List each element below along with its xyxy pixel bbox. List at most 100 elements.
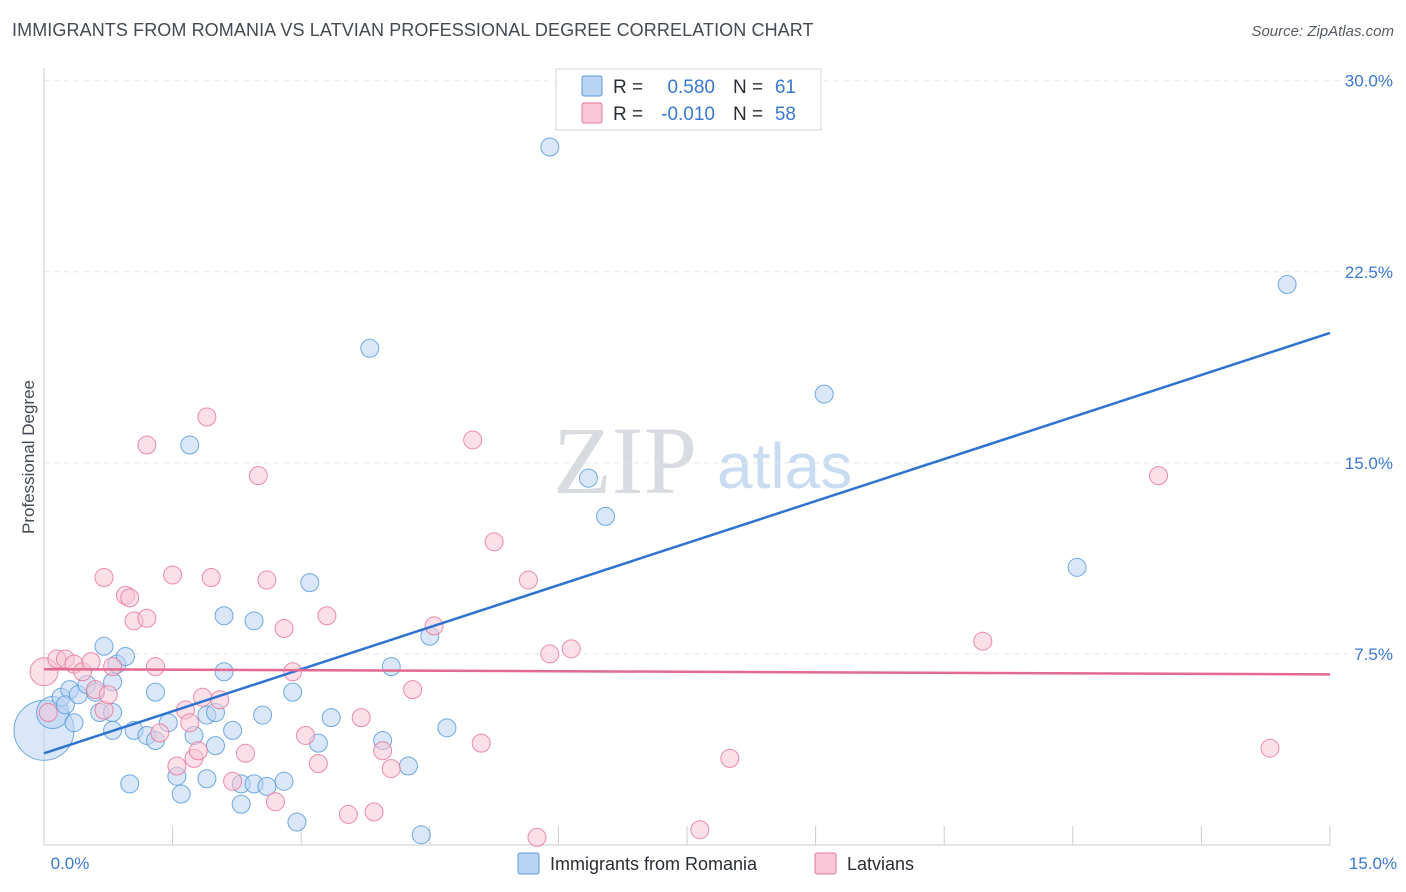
latvians-point <box>690 820 710 840</box>
latvians-point <box>180 713 200 733</box>
latvians-point <box>223 771 243 791</box>
romania-point <box>120 774 140 794</box>
legend-r-label-romania: R = <box>613 77 643 98</box>
latvians-point <box>201 568 221 588</box>
romania-point <box>223 720 243 740</box>
romania-point <box>214 662 234 682</box>
latvians-point <box>120 588 140 608</box>
series-legend: Immigrants from Romania Latvians <box>517 852 914 875</box>
romania-point <box>287 812 307 832</box>
latvians-point <box>274 618 294 638</box>
romania-point <box>1277 275 1297 295</box>
gridlines <box>44 80 1392 655</box>
latvians-point <box>98 685 118 705</box>
latvians-point <box>1149 466 1169 486</box>
latvians-point <box>167 756 187 776</box>
latvians-point <box>38 703 58 723</box>
latvians-point <box>471 733 491 753</box>
legend-r-value-latvians: -0.010 <box>661 104 715 125</box>
romania-point <box>596 506 616 526</box>
latvians-point <box>257 570 277 590</box>
latvians-point <box>137 435 157 455</box>
latvians-point <box>381 759 401 779</box>
latvians-point <box>373 741 393 761</box>
stats-legend: R = 0.580 N = 61 R = -0.010 N = 58 <box>555 68 822 131</box>
romania-point <box>398 756 418 776</box>
latvians-point <box>188 741 208 761</box>
y-tick-labels: 7.5% 15.0% 22.5% 30.0% <box>1345 72 1393 664</box>
latvians-point <box>518 570 538 590</box>
y-axis-title: Professional Degree <box>19 380 38 534</box>
latvians-point <box>103 657 123 677</box>
romania-point <box>171 784 191 804</box>
x-tick-label-min: 0.0% <box>51 854 90 873</box>
latvians-point <box>235 743 255 763</box>
romania-point <box>205 736 225 756</box>
latvians-point <box>561 639 581 659</box>
series-latvians-points <box>29 407 1280 847</box>
romania-point <box>540 137 560 157</box>
latvians-point <box>1260 738 1280 758</box>
watermark-zip: ZIP <box>553 407 697 514</box>
latvians-point <box>338 804 358 824</box>
romania-point <box>244 611 264 631</box>
romania-trend-line <box>43 331 1331 755</box>
latvians-point <box>540 644 560 664</box>
y-tick-label: 22.5% <box>1345 263 1393 282</box>
romania-point <box>274 771 294 791</box>
romania-point <box>283 682 303 702</box>
romania-point <box>180 435 200 455</box>
latvians-point <box>248 466 268 486</box>
series-legend-label-latvians: Latvians <box>847 854 914 874</box>
romania-point <box>145 682 165 702</box>
watermark-atlas: atlas <box>717 430 852 502</box>
latvians-point <box>94 568 114 588</box>
legend-n-value-latvians: 58 <box>775 104 796 125</box>
romania-point <box>214 606 234 626</box>
romania-point <box>231 794 251 814</box>
romania-point <box>94 636 114 656</box>
series-legend-swatch-romania <box>517 852 540 875</box>
legend-swatch-romania <box>581 75 603 97</box>
legend-n-label-latvians: N = <box>733 104 763 125</box>
romania-point <box>381 657 401 677</box>
latvians-point <box>364 802 384 822</box>
romania-point <box>1067 557 1087 577</box>
latvians-point <box>81 652 101 672</box>
romania-point <box>253 705 273 725</box>
romania-point <box>197 769 217 789</box>
legend-n-label-romania: N = <box>733 77 763 98</box>
romania-point <box>321 708 341 728</box>
trend-lines <box>43 331 1331 755</box>
latvians-point <box>317 606 337 626</box>
legend-r-value-romania: 0.580 <box>667 77 715 98</box>
x-tick-label-max: 15.0% <box>1349 854 1397 873</box>
chart-title: IMMIGRANTS FROM ROMANIA VS LATVIAN PROFE… <box>12 20 814 40</box>
series-legend-label-romania: Immigrants from Romania <box>550 854 758 874</box>
latvians-point <box>351 708 371 728</box>
latvians-point <box>137 608 157 628</box>
latvians-point <box>720 748 740 768</box>
x-ticks <box>43 826 1331 845</box>
romania-point <box>360 338 380 358</box>
latvians-point <box>527 827 547 847</box>
latvians-point <box>973 631 993 651</box>
romania-point <box>115 646 135 666</box>
latvians-point <box>463 430 483 450</box>
romania-point <box>437 718 457 738</box>
latvians-point <box>265 792 285 812</box>
series-legend-swatch-latvians <box>814 852 837 875</box>
legend-n-value-romania: 61 <box>775 77 796 98</box>
latvians-point <box>150 723 170 743</box>
romania-point <box>64 713 84 733</box>
latvians-point <box>403 680 423 700</box>
legend-r-label-latvians: R = <box>613 104 643 125</box>
latvians-point <box>308 753 328 773</box>
latvians-point <box>197 407 217 427</box>
romania-point <box>300 573 320 593</box>
latvians-point <box>295 725 315 745</box>
latvians-point <box>145 657 165 677</box>
romania-point <box>411 825 431 845</box>
romania-point <box>257 776 277 796</box>
